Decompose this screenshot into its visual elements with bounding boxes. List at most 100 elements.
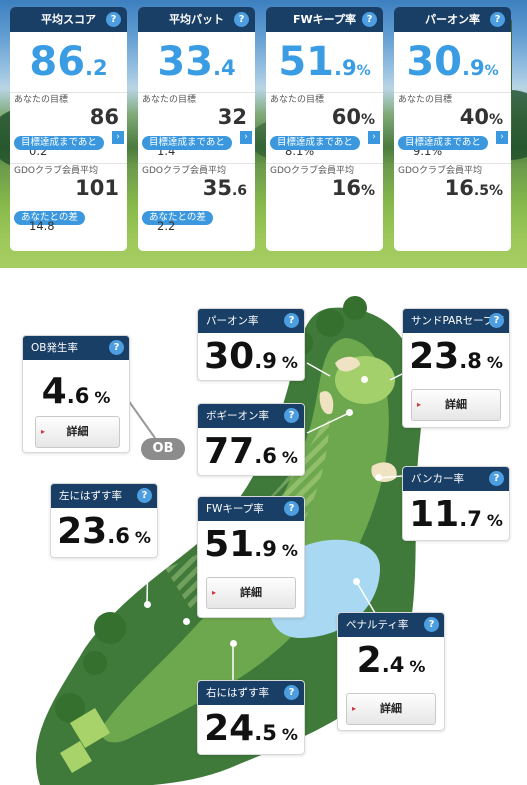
stat-card-ob: OB発生率? 4.6% 詳細 <box>22 335 130 453</box>
card-value: 51.9% <box>198 525 304 565</box>
detail-button[interactable]: 詳細 <box>206 577 296 609</box>
arrow-right-icon[interactable]: › <box>496 131 508 144</box>
card-value: 77.6% <box>198 432 304 472</box>
arrow-right-icon[interactable]: › <box>112 131 124 144</box>
help-icon[interactable]: ? <box>489 471 504 486</box>
tee-box <box>70 708 110 748</box>
card-value-dec: .6 <box>66 384 90 408</box>
card-title-text: ペナルティ率 <box>346 619 409 631</box>
help-icon[interactable]: ? <box>284 501 299 516</box>
stat-value: 33.4 <box>138 32 255 93</box>
avg-int: 35 <box>202 176 232 200</box>
card-value-unit: % <box>281 725 298 744</box>
help-icon[interactable]: ? <box>284 313 299 328</box>
card-value-int: 24 <box>204 708 255 749</box>
left-miss-connector <box>146 549 149 605</box>
card-value-unit: % <box>281 353 298 372</box>
card-title: FWキープ率? <box>198 497 304 521</box>
card-value-int: 51 <box>204 524 255 565</box>
remain-pill: 目標達成まであと <box>398 136 488 150</box>
stat-value-int: 33 <box>157 39 214 85</box>
left-miss-marker <box>144 601 151 608</box>
stat-value-unit: % <box>356 63 371 79</box>
stat-title: FWキープ率? <box>266 7 383 32</box>
goal-label: あなたの目標 <box>14 95 69 105</box>
help-icon[interactable]: ? <box>362 12 377 27</box>
avg-value: 35.6 <box>138 177 255 201</box>
stat-card: 平均パット? 33.4 あなたの目標 32 目標達成まであと › 1.4 GDOク… <box>138 7 255 251</box>
card-title-text: FWキープ率 <box>206 503 264 515</box>
help-icon[interactable]: ? <box>234 12 249 27</box>
avg-int: 101 <box>75 176 119 200</box>
stat-card-par-on: パーオン率? 30.9% <box>197 308 305 381</box>
divider <box>266 163 383 164</box>
green-marker <box>361 376 368 383</box>
card-value-dec: .9 <box>254 349 277 373</box>
card-title-text: サンドPARセーブ率 <box>411 315 505 327</box>
card-value: 24.5% <box>198 709 304 749</box>
bunker-connector <box>377 475 403 479</box>
stat-value-int: 51 <box>278 39 335 85</box>
stat-value: 51.9% <box>266 32 383 93</box>
card-value-dec: .9 <box>254 537 277 561</box>
goal-int: 60 <box>331 105 361 129</box>
stat-card-penalty: ペナルティ率? 2.4% 詳細 <box>337 612 445 731</box>
card-title: サンドPARセーブ率? <box>403 309 509 333</box>
card-title-text: OB発生率 <box>31 342 78 354</box>
stat-title-text: FWキープ率 <box>293 13 356 26</box>
card-value-dec: .5 <box>254 721 277 745</box>
avg-dec: .6 <box>231 183 247 199</box>
avg-unit: % <box>360 183 375 199</box>
card-value-dec: .8 <box>459 349 482 373</box>
help-icon[interactable]: ? <box>109 340 124 355</box>
help-icon[interactable]: ? <box>137 488 152 503</box>
help-icon[interactable]: ? <box>424 617 439 632</box>
card-value-unit: % <box>94 388 111 407</box>
fw-marker <box>183 618 190 625</box>
help-icon[interactable]: ? <box>284 408 299 423</box>
card-value-unit: % <box>409 657 426 676</box>
detail-button[interactable]: 詳細 <box>411 389 501 421</box>
card-value-dec: .6 <box>107 524 130 548</box>
card-title: バンカー率? <box>403 467 509 491</box>
card-title: 右にはずす率? <box>198 681 304 705</box>
bogey-marker <box>346 409 353 416</box>
card-value-int: 77 <box>204 431 255 472</box>
bogey-on-connector <box>306 412 350 434</box>
penalty-marker <box>353 578 360 585</box>
stat-card-fw-keep: FWキープ率? 51.9% 詳細 <box>197 496 305 618</box>
stat-card-left-miss: 左にはずす率? 23.6% <box>50 483 158 558</box>
stat-title: 平均パット? <box>138 7 255 32</box>
help-icon[interactable]: ? <box>490 12 505 27</box>
help-icon[interactable]: ? <box>106 12 121 27</box>
stat-value-dec: .2 <box>85 56 108 80</box>
stat-title: パーオン率? <box>394 7 511 32</box>
card-value-unit: % <box>281 448 298 467</box>
card-value-int: 23 <box>57 511 108 552</box>
avg-int: 16 <box>331 176 361 200</box>
penalty-connector <box>355 580 376 614</box>
card-value-int: 23 <box>409 336 460 377</box>
divider <box>394 163 511 164</box>
card-title-text: 右にはずす率 <box>206 687 269 699</box>
arrow-right-icon[interactable]: › <box>240 131 252 144</box>
detail-button[interactable]: 詳細 <box>35 416 120 448</box>
detail-button[interactable]: 詳細 <box>346 693 436 725</box>
card-value-dec: .6 <box>254 444 277 468</box>
card-value-unit: % <box>486 511 503 530</box>
arrow-right-icon[interactable]: › <box>368 131 380 144</box>
help-icon[interactable]: ? <box>489 313 504 328</box>
bunker-sand <box>319 391 334 415</box>
card-value: 2.4% <box>338 641 444 681</box>
help-icon[interactable]: ? <box>284 685 299 700</box>
card-title-text: パーオン率 <box>206 315 259 327</box>
card-value-dec: .4 <box>381 653 405 677</box>
remain-pill: 目標達成まであと <box>142 136 232 150</box>
stat-card: 平均スコア? 86.2 あなたの目標 86 目標達成まであと › 0.2 GDOク… <box>10 7 127 251</box>
card-value-int: 30 <box>204 336 255 377</box>
goal-label: あなたの目標 <box>270 95 325 105</box>
stat-value-int: 86 <box>29 39 86 85</box>
stat-title-text: パーオン率 <box>425 13 480 26</box>
goal-unit: % <box>360 112 375 128</box>
